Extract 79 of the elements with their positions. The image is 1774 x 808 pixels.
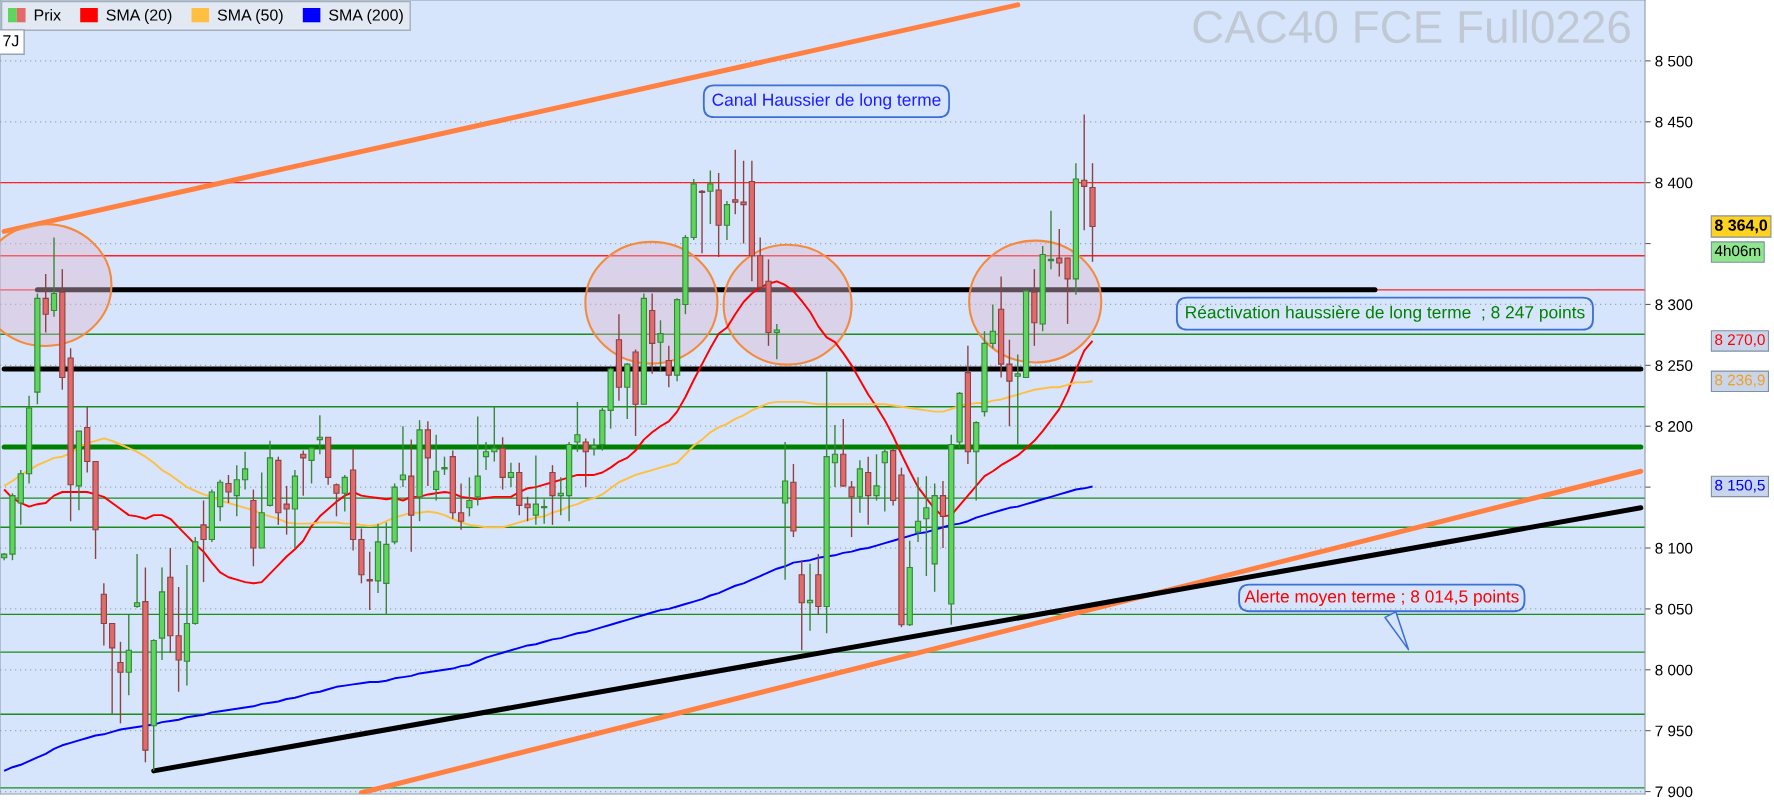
candlestick <box>582 437 589 488</box>
candlestick <box>482 441 490 471</box>
candlestick <box>707 169 714 225</box>
y-tick-label: 8 450 <box>1655 116 1693 128</box>
text: 8 150,5 <box>1715 479 1765 493</box>
legend-label: SMA (200) <box>329 9 403 24</box>
candlestick <box>1081 113 1088 231</box>
candlestick <box>914 476 922 543</box>
y-tick-label: 8 050 <box>1655 603 1693 615</box>
legend-label: Prix <box>34 9 61 21</box>
candlestick <box>233 464 240 518</box>
line-series <box>3 380 1094 529</box>
candlestick <box>225 474 232 504</box>
candlestick <box>42 273 49 334</box>
candlestick <box>491 406 498 463</box>
candlestick <box>989 303 996 349</box>
y-tick-label: 8 250 <box>1655 360 1693 372</box>
text: 8 236,9 <box>1715 374 1765 388</box>
candlestick <box>466 476 473 518</box>
y-tick-label: 8 000 <box>1655 664 1693 676</box>
candlestick <box>831 424 839 488</box>
candlestick <box>1014 353 1021 446</box>
y-tick-label: 7 950 <box>1655 725 1693 737</box>
candlestick <box>474 415 481 507</box>
candlestick <box>399 425 407 488</box>
candlestick <box>657 319 664 373</box>
y-tick-label: 7 900 <box>1655 786 1693 798</box>
candlestick <box>939 480 947 549</box>
y-tick-label: 8 400 <box>1655 177 1693 189</box>
y-tick-label: 8 300 <box>1655 299 1693 311</box>
candlestick <box>441 455 448 476</box>
candlestick <box>50 236 58 318</box>
candlestick <box>1006 339 1013 427</box>
candlestick <box>366 550 373 611</box>
candlestick <box>549 464 556 526</box>
annotation: Canal Haussier de long terme <box>712 93 941 110</box>
candlestick <box>308 446 315 485</box>
candlestick <box>590 437 598 457</box>
candlestick <box>524 496 531 522</box>
candlestick <box>300 449 307 497</box>
candlestick <box>740 160 747 245</box>
candlestick <box>873 453 880 502</box>
candlestick <box>333 482 340 518</box>
candlestick <box>732 149 739 216</box>
candlestick <box>698 189 706 254</box>
candlestick <box>200 499 207 583</box>
candlestick <box>133 553 141 609</box>
candlestick <box>723 200 731 241</box>
y-tick-label: 8 500 <box>1655 55 1693 67</box>
candlestick <box>532 454 540 526</box>
y-tick-label: 8 200 <box>1655 421 1693 432</box>
y-tick-label: 8 100 <box>1655 542 1693 554</box>
candlestick <box>665 345 672 388</box>
candlestick <box>341 474 348 513</box>
candlestick <box>541 498 548 525</box>
candlestick <box>457 482 465 531</box>
candlestick <box>125 614 132 697</box>
line-series <box>3 485 1094 772</box>
text: 4h06m <box>1714 244 1761 257</box>
annotation: 7J <box>3 35 19 47</box>
legend-label: SMA (50) <box>217 9 283 24</box>
candlestick <box>848 480 855 538</box>
legend-label: SMA (20) <box>106 9 172 24</box>
candlestick <box>773 323 780 360</box>
candlestick <box>624 362 631 420</box>
candlestick <box>781 441 789 581</box>
candlestick <box>574 401 581 453</box>
annotation: Réactivation haussière de long terme ; 8 247 points <box>1186 305 1585 322</box>
text: 8 270,0 <box>1715 334 1765 347</box>
line-series <box>3 280 1094 585</box>
candlestick <box>241 451 249 491</box>
annotation: Alerte moyen terme ; 8 014,5 points <box>1244 589 1519 607</box>
candlestick <box>865 455 872 526</box>
text: 8 364,0 <box>1714 219 1768 234</box>
candlestick <box>507 462 515 488</box>
candlestick <box>117 641 124 725</box>
candlestick <box>1047 209 1055 270</box>
candlestick <box>433 434 440 502</box>
candlestick <box>881 447 888 513</box>
